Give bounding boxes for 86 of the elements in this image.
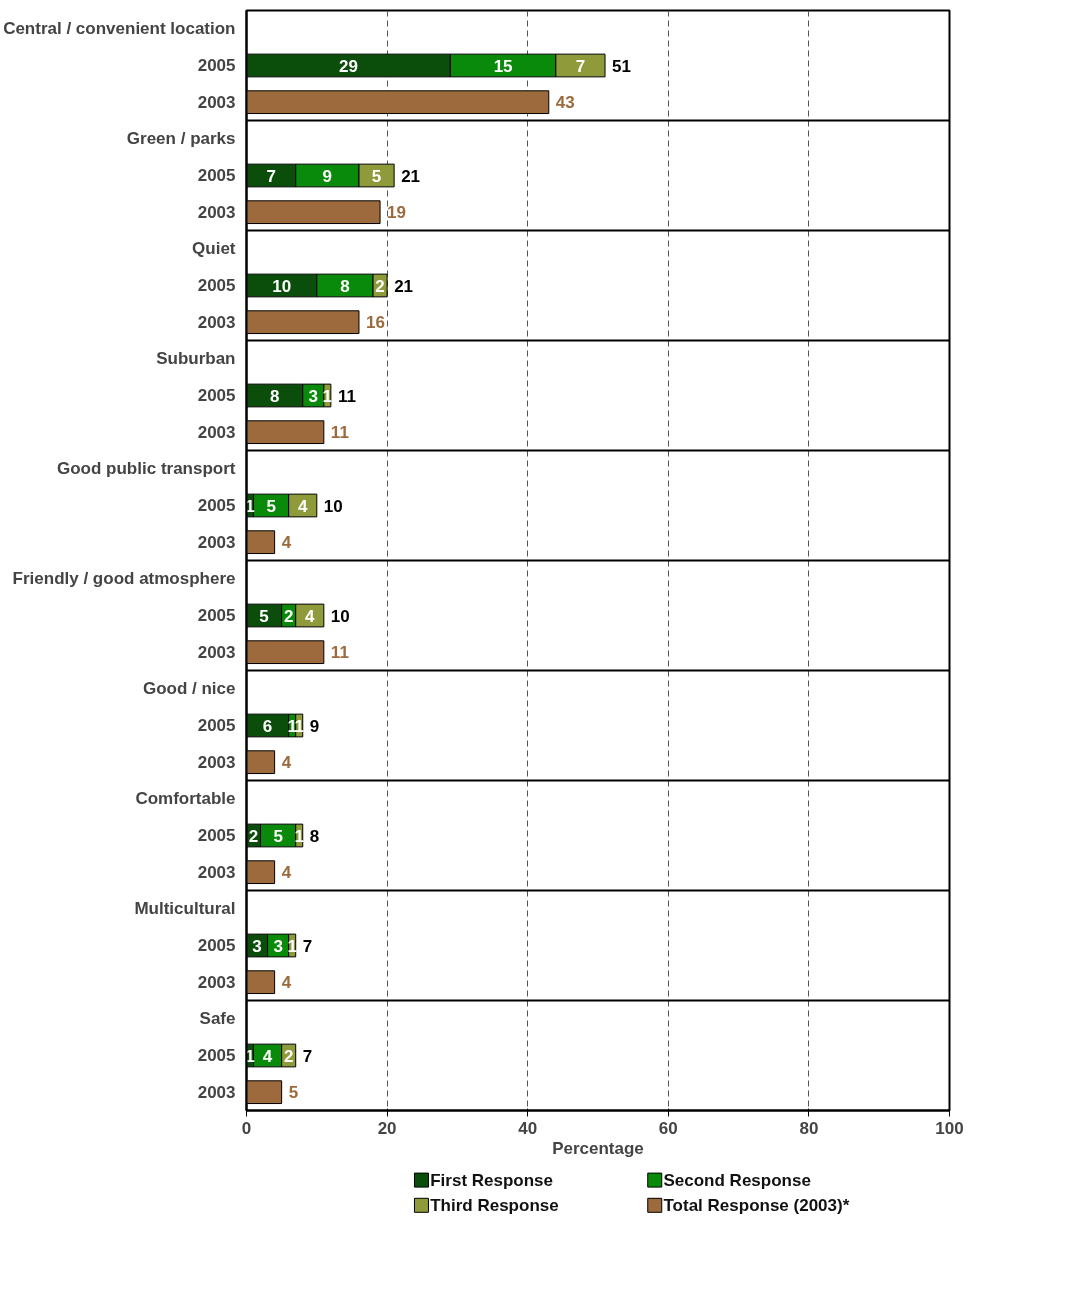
x-tick-label: 80: [799, 1118, 819, 1138]
total-label: 11: [337, 386, 356, 406]
total-label: 7: [302, 1046, 313, 1066]
x-tick-label: 60: [658, 1118, 678, 1138]
legend-label: Third Response: [430, 1195, 559, 1215]
y-tick-label: 2005: [197, 716, 236, 735]
total-label: 51: [612, 56, 631, 76]
y-tick-label: 2003: [197, 1082, 236, 1102]
y-tick-label: 2005: [197, 936, 236, 955]
data-label: 5: [266, 496, 276, 516]
y-tick-label: 2003: [197, 752, 236, 772]
data-label: 3: [252, 936, 262, 956]
y-tick-label: 2005: [197, 606, 236, 625]
total-label: 21: [401, 166, 421, 186]
legend-label: Total Response (2003)*: [663, 1195, 850, 1215]
data-label: 7: [575, 56, 586, 76]
y-tick-label: 2003: [197, 92, 236, 112]
data-label: 9: [322, 166, 333, 186]
legend-label: Second Response: [663, 1170, 811, 1190]
total-label: 21: [394, 276, 414, 296]
y-tick-label: 2003: [197, 972, 236, 992]
data-label: 11: [330, 423, 349, 443]
data-label: 4: [281, 863, 292, 883]
x-axis-title: Percentage: [552, 1138, 644, 1158]
y-tick-label: 2005: [197, 1046, 236, 1065]
total-label: 8: [309, 826, 320, 846]
data-label: 5: [288, 1083, 299, 1103]
x-tick-label: 40: [518, 1118, 538, 1138]
total-label: 7: [302, 936, 313, 956]
y-tick-label: Friendly / good atmosphere: [12, 569, 236, 589]
data-label: 1: [245, 1046, 255, 1066]
data-label: 7: [266, 166, 276, 186]
x-tick-label: 100: [935, 1118, 964, 1138]
data-label: 2: [248, 826, 259, 846]
data-label: 5: [371, 166, 382, 186]
y-tick-label: 2003: [197, 422, 236, 442]
y-tick-label: Quiet: [192, 239, 236, 259]
x-tick-label: 0: [241, 1118, 252, 1138]
y-tick-label: Comfortable: [135, 789, 236, 809]
y-tick-label: Good public transport: [57, 459, 236, 479]
y-tick-label: Central / convenient location: [3, 19, 236, 39]
data-label: 5: [273, 826, 283, 846]
total-label: 10: [323, 496, 343, 516]
y-tick-label: 2003: [197, 862, 236, 882]
y-tick-label: 2005: [197, 386, 236, 405]
x-tick-label: 20: [377, 1118, 397, 1138]
total-label: 10: [330, 606, 350, 626]
data-label: 8: [340, 276, 350, 296]
y-tick-label: 2005: [197, 826, 236, 845]
data-label: 2: [283, 1046, 294, 1066]
data-label: 10: [272, 276, 292, 296]
data-label: 4: [305, 606, 316, 626]
data-label: 29: [338, 56, 358, 76]
data-label: 43: [555, 93, 575, 113]
data-label: 15: [493, 56, 513, 76]
y-tick-label: Multicultural: [134, 899, 236, 919]
data-label: 6: [262, 716, 273, 736]
data-label: 2: [375, 276, 385, 296]
data-label: 4: [281, 753, 292, 773]
y-tick-label: 2005: [197, 56, 236, 75]
y-tick-label: 2005: [197, 166, 236, 185]
data-label: 11: [330, 643, 349, 663]
data-label: 19: [387, 203, 407, 223]
y-tick-label: 2005: [197, 276, 236, 295]
data-label: 8: [269, 386, 280, 406]
data-label: 5: [259, 606, 269, 626]
y-tick-label: Good / nice: [142, 679, 236, 699]
y-tick-label: Suburban: [156, 349, 236, 369]
y-tick-label: 2003: [197, 312, 236, 332]
data-label: 4: [262, 1046, 273, 1066]
data-label: 1: [245, 496, 255, 516]
data-label: 2: [283, 606, 294, 626]
total-label: 9: [309, 716, 320, 736]
y-tick-label: 2003: [197, 532, 236, 552]
y-tick-label: Safe: [199, 1009, 236, 1029]
data-label: 4: [281, 973, 292, 993]
data-label: 3: [273, 936, 283, 956]
data-label: 3: [308, 386, 319, 406]
legend-label: First Response: [430, 1170, 554, 1190]
y-tick-label: 2003: [197, 642, 236, 662]
y-tick-label: 2003: [197, 202, 236, 222]
y-tick-label: Green / parks: [126, 129, 236, 149]
data-label: 4: [298, 496, 309, 516]
data-label: 16: [366, 313, 385, 333]
y-tick-label: 2005: [197, 496, 236, 515]
data-label: 4: [281, 533, 292, 553]
